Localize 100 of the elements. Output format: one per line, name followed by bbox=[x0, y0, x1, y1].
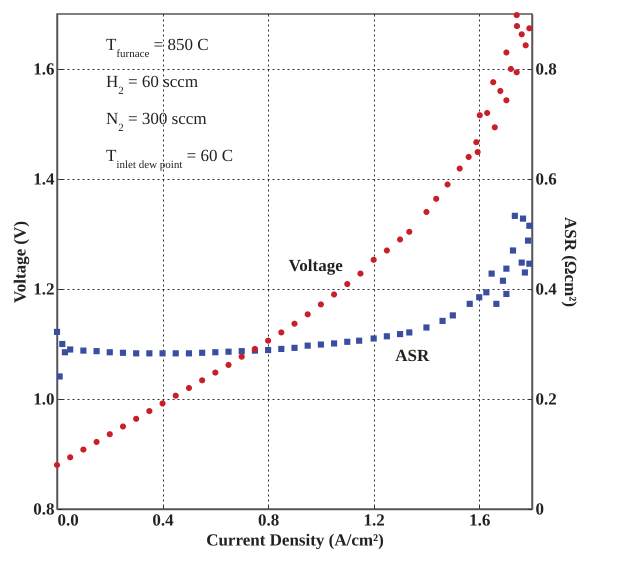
point bbox=[492, 124, 498, 130]
point bbox=[291, 344, 298, 351]
point bbox=[483, 289, 490, 296]
y2-tick-label: 0.4 bbox=[536, 280, 558, 298]
y2-tick-label: 0.2 bbox=[536, 390, 557, 408]
point bbox=[59, 340, 66, 348]
point bbox=[456, 165, 463, 172]
point bbox=[476, 294, 482, 300]
point bbox=[133, 416, 140, 422]
point bbox=[146, 350, 152, 356]
point bbox=[80, 348, 86, 354]
point bbox=[265, 346, 272, 354]
point bbox=[344, 338, 350, 345]
point bbox=[370, 256, 377, 263]
point bbox=[318, 301, 324, 308]
point bbox=[476, 112, 483, 118]
point bbox=[439, 318, 446, 324]
point bbox=[225, 348, 232, 355]
y-tick-label: 1.0 bbox=[33, 390, 54, 408]
point bbox=[423, 324, 430, 331]
point bbox=[106, 431, 113, 438]
point bbox=[331, 291, 338, 298]
y-tick-label: 1.4 bbox=[33, 170, 55, 188]
point bbox=[514, 69, 520, 76]
point bbox=[120, 350, 126, 356]
point bbox=[514, 12, 520, 18]
point bbox=[94, 438, 100, 445]
point bbox=[94, 348, 100, 354]
x-tick-label: 0.0 bbox=[58, 510, 79, 530]
point bbox=[500, 278, 506, 284]
annotation: T$_{inlet dew point}$ = 60 C bbox=[106, 145, 234, 173]
point bbox=[508, 66, 514, 72]
point bbox=[493, 300, 500, 307]
x-tick-label: 1.2 bbox=[364, 510, 385, 530]
point bbox=[172, 392, 179, 399]
point bbox=[512, 212, 518, 219]
point bbox=[120, 423, 126, 430]
point bbox=[518, 260, 525, 266]
point bbox=[318, 341, 324, 348]
point bbox=[278, 329, 284, 336]
point bbox=[444, 181, 451, 188]
point bbox=[384, 247, 390, 254]
x-axis-title: Current Density (A/cm²) bbox=[206, 530, 384, 550]
point bbox=[526, 25, 532, 32]
point bbox=[172, 350, 179, 356]
point bbox=[370, 335, 377, 342]
point bbox=[503, 266, 510, 272]
x-tick-label: 1.6 bbox=[469, 510, 490, 530]
series-label: Voltage bbox=[288, 256, 344, 275]
point bbox=[357, 270, 364, 277]
point bbox=[488, 270, 495, 277]
y2-tick-label: 0.8 bbox=[536, 60, 557, 78]
point bbox=[474, 148, 481, 156]
point bbox=[54, 462, 60, 468]
point bbox=[291, 320, 298, 327]
point bbox=[56, 373, 63, 380]
series-label: ASR bbox=[395, 346, 430, 365]
point bbox=[503, 49, 510, 56]
point bbox=[331, 340, 338, 347]
point bbox=[62, 349, 68, 356]
point bbox=[146, 408, 152, 414]
y2-tick-label: 0 bbox=[536, 500, 544, 518]
point bbox=[212, 370, 218, 376]
point bbox=[484, 110, 490, 116]
point bbox=[199, 377, 206, 384]
y2-tick-label: 0.6 bbox=[536, 170, 557, 188]
point bbox=[80, 446, 86, 453]
point bbox=[186, 350, 192, 356]
point bbox=[159, 350, 166, 356]
x-tick-label: 0.4 bbox=[152, 510, 174, 530]
point bbox=[518, 31, 525, 38]
point bbox=[238, 354, 245, 360]
point bbox=[67, 346, 74, 353]
point bbox=[503, 290, 510, 298]
annotation: T$_{furnace}$ = 850 C bbox=[106, 34, 210, 62]
point bbox=[526, 222, 532, 229]
x-tick-label: 0.8 bbox=[258, 510, 280, 530]
point bbox=[473, 139, 480, 146]
point bbox=[522, 269, 528, 276]
point bbox=[466, 300, 473, 307]
point bbox=[524, 238, 532, 244]
point bbox=[186, 384, 192, 392]
point bbox=[356, 338, 362, 344]
point bbox=[278, 346, 284, 352]
point bbox=[304, 311, 311, 318]
point bbox=[406, 228, 412, 235]
point bbox=[510, 247, 516, 254]
y-tick-label: 1.6 bbox=[33, 60, 54, 78]
point bbox=[384, 333, 390, 340]
point bbox=[199, 350, 206, 356]
point bbox=[396, 331, 404, 338]
annotation: N$_{2}$ = 300 sccm bbox=[106, 108, 208, 136]
point bbox=[433, 196, 440, 202]
point bbox=[159, 400, 166, 406]
point bbox=[450, 312, 456, 318]
point bbox=[520, 216, 526, 222]
point bbox=[106, 349, 113, 356]
y2-axis-title: ASR (Ωcm²) bbox=[560, 217, 580, 307]
point bbox=[503, 97, 510, 104]
point bbox=[238, 348, 245, 354]
